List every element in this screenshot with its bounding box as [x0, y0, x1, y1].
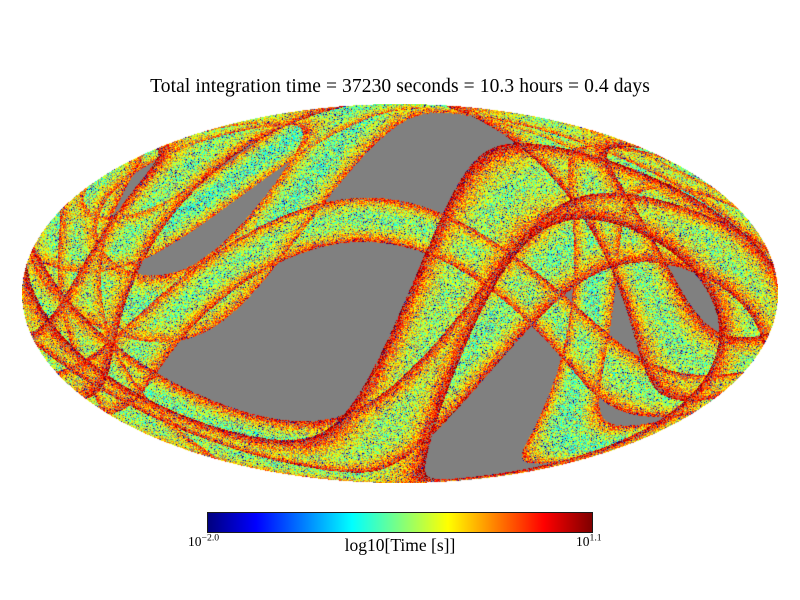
colorbar-min-base: 10	[188, 534, 202, 549]
colorbar-max-base: 10	[576, 534, 590, 549]
colorbar-max-exponent: 1.1	[589, 532, 602, 544]
colorbar-axis-label: log10[Time [s]]	[344, 535, 456, 555]
colorbar-min-exponent: −2.0	[201, 532, 220, 544]
page-title: Total integration time = 37230 seconds =…	[150, 76, 650, 97]
skymap-plot-area	[22, 104, 778, 483]
colorbar-min-tick-label: 10−2.0	[188, 532, 220, 550]
skymap-mollweide	[22, 104, 778, 483]
colorbar-max-tick-label: 101.1	[576, 532, 602, 550]
colorbar-gradient[interactable]	[207, 512, 593, 533]
